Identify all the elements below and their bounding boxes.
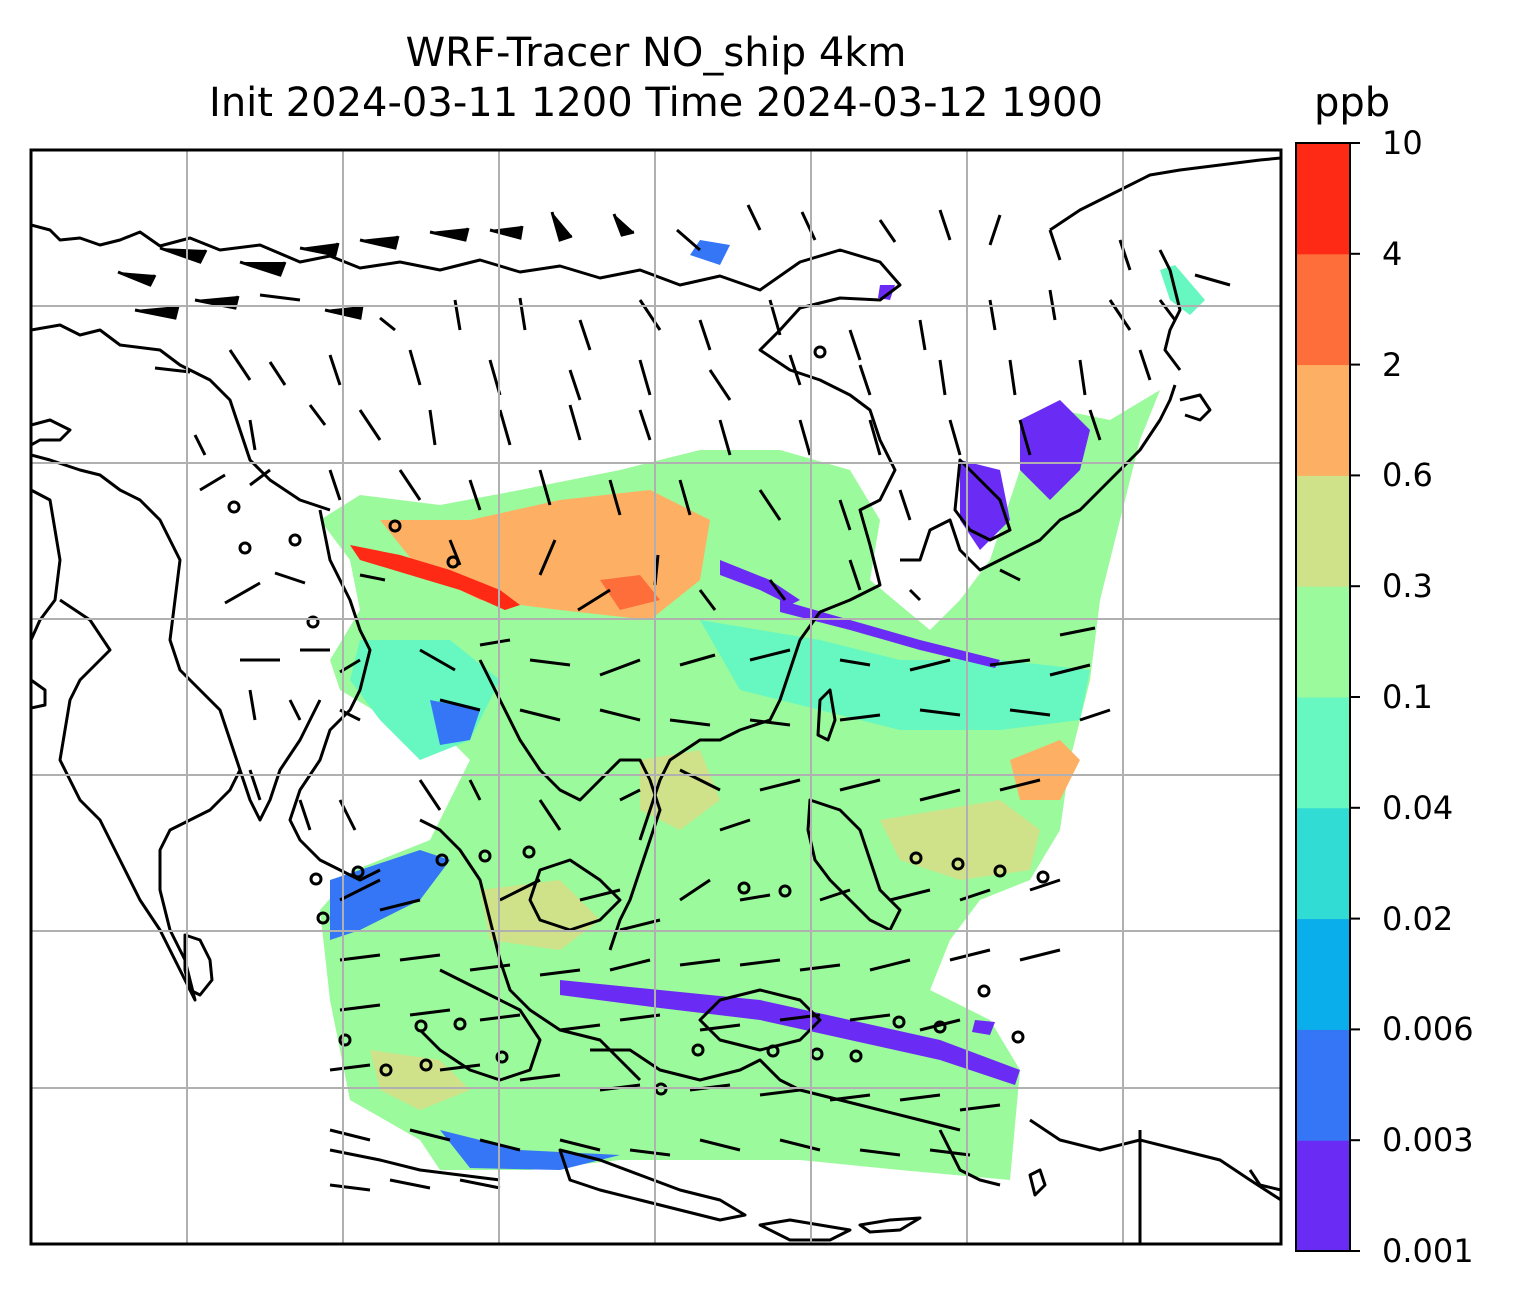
map-frame — [29, 148, 1283, 1246]
colorbar — [1296, 143, 1350, 1252]
colorbar-tick-label: 0.003 — [1382, 1121, 1474, 1160]
colorbar-segment — [1296, 807, 1350, 920]
colorbar-ticks — [1350, 142, 1360, 1252]
colorbar-tick-label: 0.6 — [1382, 456, 1433, 495]
colorbar-tick-label: 0.1 — [1382, 678, 1433, 716]
tracer-field — [320, 240, 1205, 1180]
colorbar-segment — [1296, 475, 1350, 587]
colorbar-segment — [1296, 364, 1350, 476]
coastlines — [31, 156, 1281, 1244]
plot-title: WRF-Tracer NO_ship 4km Init 2024-03-11 1… — [30, 28, 1282, 128]
colorbar-segment — [1296, 586, 1350, 698]
colorbar-segment — [1296, 143, 1350, 255]
colorbar-segment — [1296, 1029, 1350, 1141]
colorbar-segment — [1296, 918, 1350, 1030]
colorbar-segment — [1296, 697, 1350, 809]
title-line-1: WRF-Tracer NO_ship 4km — [405, 30, 907, 76]
colorbar-segment — [1296, 253, 1350, 366]
colorbar-segment — [1296, 1140, 1350, 1252]
colorbar-tick-label: 0.001 — [1382, 1232, 1474, 1270]
colorbar-tick-label: 0.006 — [1382, 1010, 1474, 1049]
colorbar-tick-label: 4 — [1382, 234, 1403, 273]
calm-wind-markers — [227, 345, 1050, 1096]
colorbar-tick-label: 2 — [1382, 345, 1403, 384]
wind-barbs — [117, 204, 1231, 1192]
colorbar-tick-label: 10 — [1382, 124, 1423, 162]
colorbar-tick-label: 0.04 — [1382, 788, 1454, 827]
colorbar-unit-label: ppb — [1314, 80, 1391, 126]
colorbar-tick-label: 0.02 — [1382, 899, 1454, 938]
title-line-2: Init 2024-03-11 1200 Time 2024-03-12 190… — [209, 80, 1103, 126]
gridlines — [31, 150, 1281, 1244]
colorbar-tick-label: 0.3 — [1382, 567, 1433, 606]
